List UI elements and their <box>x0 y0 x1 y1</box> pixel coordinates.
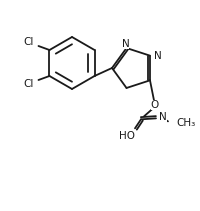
Text: Cl: Cl <box>23 79 34 89</box>
Text: N: N <box>153 51 161 61</box>
Text: O: O <box>150 100 158 110</box>
Text: N: N <box>158 112 166 122</box>
Text: CH₃: CH₃ <box>175 118 194 128</box>
Text: HO: HO <box>118 131 134 141</box>
Text: Cl: Cl <box>23 37 34 47</box>
Text: N: N <box>121 39 129 49</box>
